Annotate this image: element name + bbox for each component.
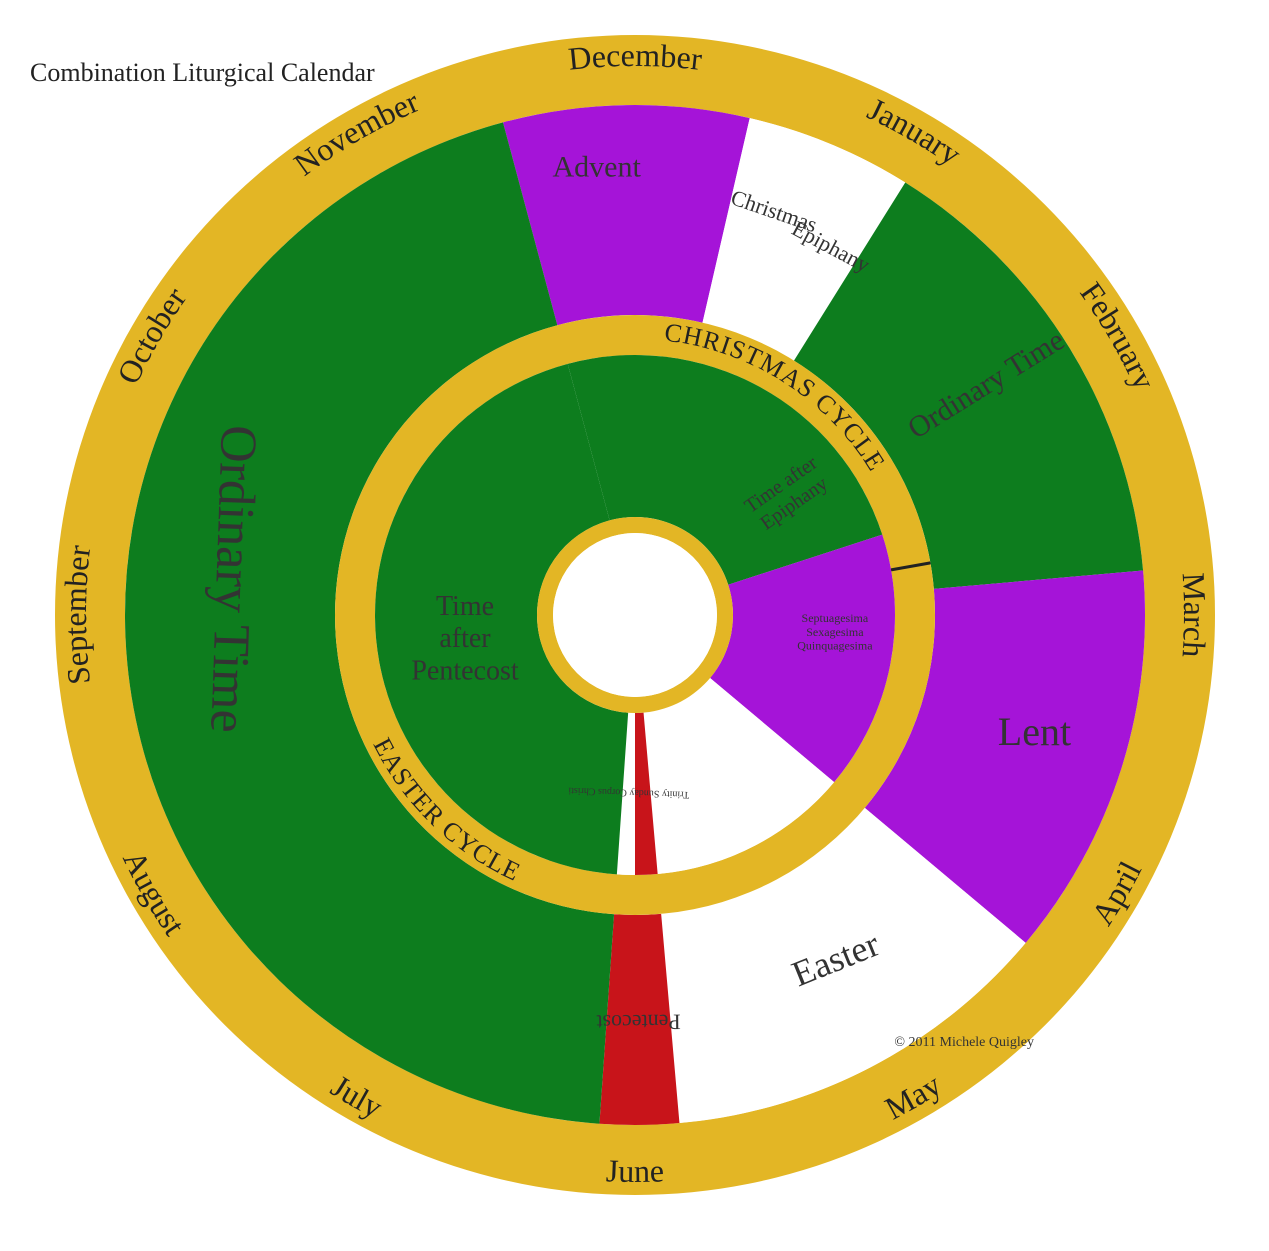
month-label-september: September [57, 543, 97, 686]
month-label-june: June [605, 1152, 664, 1189]
hub-center [553, 533, 717, 697]
inner-season-label-1: SeptuagesimaSexagesimaQuinquagesima [797, 611, 873, 653]
outer-season-label-6: Pentecost [596, 1010, 681, 1036]
outer-season-label-0: Advent [552, 151, 641, 184]
page-title: Combination Liturgical Calendar [30, 58, 375, 88]
copyright-text: © 2011 Michele Quigley [894, 1035, 1034, 1051]
outer-season-label-4: Lent [998, 709, 1071, 754]
liturgical-wheel: DecemberJanuaryFebruaryMarchAprilMayJune… [0, 0, 1269, 1251]
outer-season-label-7: Ordinary Time [199, 424, 267, 733]
month-label-march: March [1175, 572, 1213, 659]
